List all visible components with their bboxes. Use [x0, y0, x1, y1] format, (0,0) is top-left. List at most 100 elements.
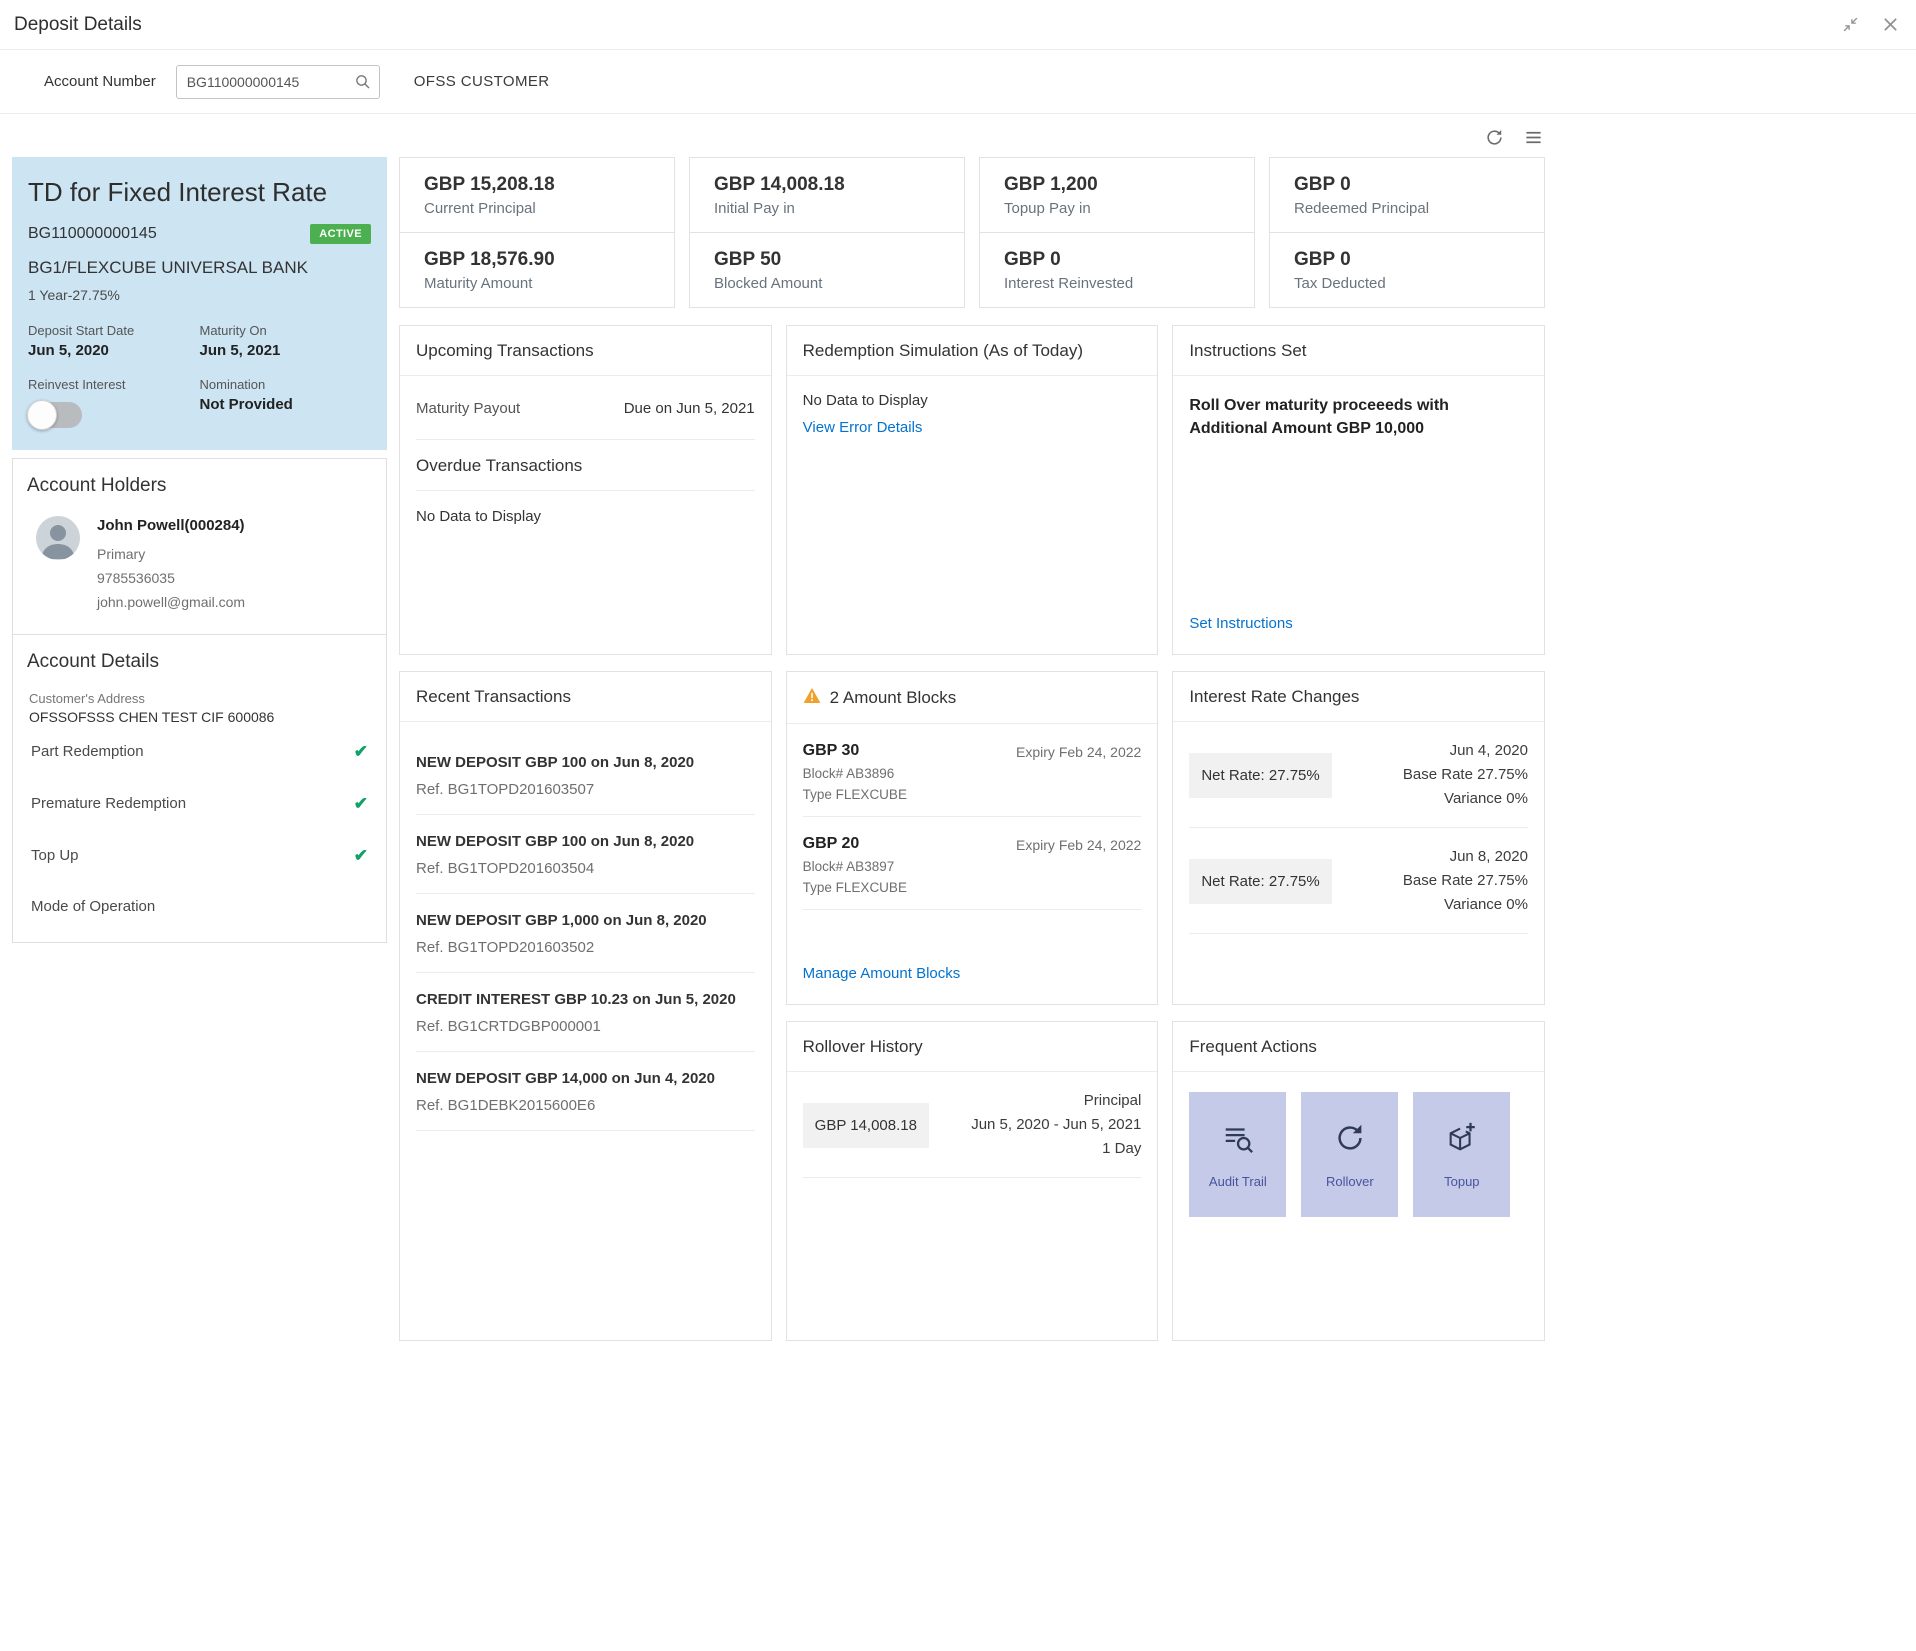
rollover-icon	[1333, 1121, 1367, 1159]
main-content: TD for Fixed Interest Rate BG11000000014…	[0, 114, 1545, 1371]
overdue-no-data: No Data to Display	[416, 508, 542, 525]
net-rate-chip: Net Rate: 27.75%	[1189, 752, 1332, 798]
menu-icon[interactable]	[1524, 128, 1543, 147]
stat-tax-deducted: GBP 0 Tax Deducted	[1294, 249, 1386, 292]
customer-name: OFSS CUSTOMER	[413, 73, 550, 90]
manage-amount-blocks-link[interactable]: Manage Amount Blocks	[802, 965, 961, 982]
feature-top-up: Top Up ✔	[31, 845, 368, 865]
upcoming-transaction-item: Maturity Payout Due on Jun 5, 2021	[416, 376, 755, 440]
search-icon[interactable]	[354, 73, 372, 95]
check-icon: ✔	[353, 741, 368, 761]
deposit-stats: GBP 15,208.18 Current Principal GBP 18,5…	[399, 157, 1545, 308]
upcoming-transactions-title: Upcoming Transactions	[400, 326, 771, 376]
recent-transactions-card: Recent Transactions NEW DEPOSIT GBP 100 …	[399, 671, 772, 1341]
right-panel: GBP 15,208.18 Current Principal GBP 18,5…	[399, 157, 1545, 1341]
deposit-product-title: TD for Fixed Interest Rate	[28, 177, 328, 207]
transaction-item: NEW DEPOSIT GBP 1,000 on Jun 8, 2020 Ref…	[416, 894, 755, 973]
deposit-term-rate: 1 Year-27.75%	[28, 287, 120, 303]
stat-redeemed-principal: GBP 0 Redeemed Principal	[1270, 158, 1544, 233]
account-number-label: Account Number	[44, 73, 156, 90]
deposit-account-number: BG110000000145	[28, 225, 157, 242]
frequent-actions-title: Frequent Actions	[1173, 1022, 1544, 1072]
view-error-details-link[interactable]: View Error Details	[802, 419, 923, 436]
stat-column: GBP 0 Redeemed Principal GBP 0 Tax Deduc…	[1269, 157, 1545, 308]
start-date-value: Jun 5, 2020	[28, 342, 109, 359]
reinvest-interest-label: Reinvest Interest	[28, 377, 126, 392]
transaction-item: NEW DEPOSIT GBP 14,000 on Jun 4, 2020 Re…	[416, 1052, 755, 1131]
audit-trail-icon	[1221, 1121, 1255, 1159]
stat-current-principal: GBP 15,208.18 Current Principal	[400, 158, 674, 233]
rollover-amount-chip: GBP 14,008.18	[802, 1102, 929, 1148]
customer-address-label: Customer's Address	[29, 690, 145, 706]
rollover-button[interactable]: Rollover	[1301, 1092, 1399, 1217]
feature-part-redemption: Part Redemption ✔	[31, 741, 368, 761]
feature-mode-of-operation: Mode of Operation	[31, 897, 156, 915]
warning-icon	[803, 687, 821, 709]
rollover-history-card: Rollover History GBP 14,008.18 Principal…	[785, 1021, 1159, 1341]
rate-change-item: Net Rate: 27.75% Jun 4, 2020 Base Rate 2…	[1189, 722, 1528, 828]
check-icon: ✔	[353, 845, 368, 865]
amount-blocks-title: 2 Amount Blocks	[829, 688, 957, 707]
set-instructions-link[interactable]: Set Instructions	[1189, 615, 1293, 632]
maturity-value: Jun 5, 2021	[199, 342, 281, 359]
transaction-item: NEW DEPOSIT GBP 100 on Jun 8, 2020 Ref. …	[416, 815, 755, 894]
holder-email: john.powell@gmail.com	[97, 593, 246, 610]
refresh-icon[interactable]	[1485, 128, 1504, 147]
content-toolbar	[12, 114, 1545, 157]
amount-blocks-card: 2 Amount Blocks GBP 30 Block# AB3896 Typ…	[785, 671, 1159, 1005]
net-rate-chip: Net Rate: 27.75%	[1189, 858, 1332, 904]
upcoming-transactions-card: Upcoming Transactions Maturity Payout Du…	[399, 325, 772, 655]
holder-phone: 9785536035	[97, 569, 175, 586]
feature-premature-redemption: Premature Redemption ✔	[31, 793, 368, 813]
maturity-payout-label: Maturity Payout	[416, 400, 521, 417]
check-icon: ✔	[353, 793, 368, 813]
topup-button[interactable]: Topup	[1413, 1092, 1511, 1217]
collapse-icon[interactable]	[1842, 16, 1859, 33]
window-titlebar: Deposit Details	[0, 0, 1916, 50]
account-holders-section: Account Holders	[13, 459, 386, 634]
stat-maturity-amount: GBP 18,576.90 Maturity Amount	[424, 249, 555, 292]
reinvest-interest-toggle[interactable]	[27, 400, 82, 430]
account-details-section: Account Details Customer's Address OFSSO…	[13, 633, 386, 942]
deposit-start-date-field: Deposit Start Date Jun 5, 2020	[28, 323, 200, 359]
status-badge: ACTIVE	[310, 224, 371, 244]
account-holders-title: Account Holders	[27, 475, 167, 496]
account-info-box: Account Holders	[12, 458, 387, 943]
holder-role: Primary	[97, 545, 146, 562]
stat-initial-pay-in: GBP 14,008.18 Initial Pay in	[690, 158, 964, 233]
redemption-simulation-title: Redemption Simulation (As of Today)	[786, 326, 1158, 376]
close-icon[interactable]	[1883, 17, 1898, 32]
nomination-value: Not Provided	[199, 396, 293, 413]
maturity-payout-due: Due on Jun 5, 2021	[623, 400, 755, 417]
nomination-label: Nomination	[199, 377, 266, 392]
frequent-actions-card: Frequent Actions Audit Trail	[1172, 1021, 1545, 1341]
stat-topup-pay-in: GBP 1,200 Topup Pay in	[980, 158, 1254, 233]
redemption-simulation-card: Redemption Simulation (As of Today) No D…	[785, 325, 1159, 655]
audit-trail-button[interactable]: Audit Trail	[1189, 1092, 1287, 1217]
stat-interest-reinvested: GBP 0 Interest Reinvested	[1004, 249, 1134, 292]
stat-column: GBP 15,208.18 Current Principal GBP 18,5…	[399, 157, 675, 308]
stat-blocked-amount: GBP 50 Blocked Amount	[714, 249, 823, 292]
deposit-branch: BG1/FLEXCUBE UNIVERSAL BANK	[28, 258, 308, 277]
nomination-field: Nomination Not Provided	[200, 377, 372, 428]
page-title: Deposit Details	[14, 13, 142, 35]
interest-rate-changes-title: Interest Rate Changes	[1173, 672, 1544, 722]
maturity-date-field: Maturity On Jun 5, 2021	[200, 323, 372, 359]
overdue-transactions-title: Overdue Transactions	[416, 440, 755, 491]
instruction-text: Roll Over maturity proceeeds with Additi…	[1189, 397, 1449, 438]
stat-column: GBP 14,008.18 Initial Pay in GBP 50 Bloc…	[689, 157, 965, 308]
stat-column: GBP 1,200 Topup Pay in GBP 0 Interest Re…	[979, 157, 1255, 308]
rollover-history-title: Rollover History	[786, 1022, 1158, 1072]
rollover-history-item: GBP 14,008.18 Principal Jun 5, 2020 - Ju…	[802, 1072, 1142, 1178]
amount-block-item: GBP 20 Block# AB3897 Type FLEXCUBE Expir…	[802, 817, 1142, 910]
maturity-label: Maturity On	[199, 323, 267, 338]
deposit-summary-card: TD for Fixed Interest Rate BG11000000014…	[12, 157, 387, 450]
holder-name: John Powell(000284)	[97, 517, 245, 534]
avatar	[35, 515, 81, 610]
account-details-title: Account Details	[27, 650, 160, 672]
left-panel: TD for Fixed Interest Rate BG11000000014…	[12, 157, 387, 943]
amount-block-item: GBP 30 Block# AB3896 Type FLEXCUBE Expir…	[802, 724, 1142, 817]
account-number-input[interactable]	[175, 64, 380, 99]
rate-change-item: Net Rate: 27.75% Jun 8, 2020 Base Rate 2…	[1189, 828, 1528, 934]
instructions-set-title: Instructions Set	[1173, 326, 1544, 376]
